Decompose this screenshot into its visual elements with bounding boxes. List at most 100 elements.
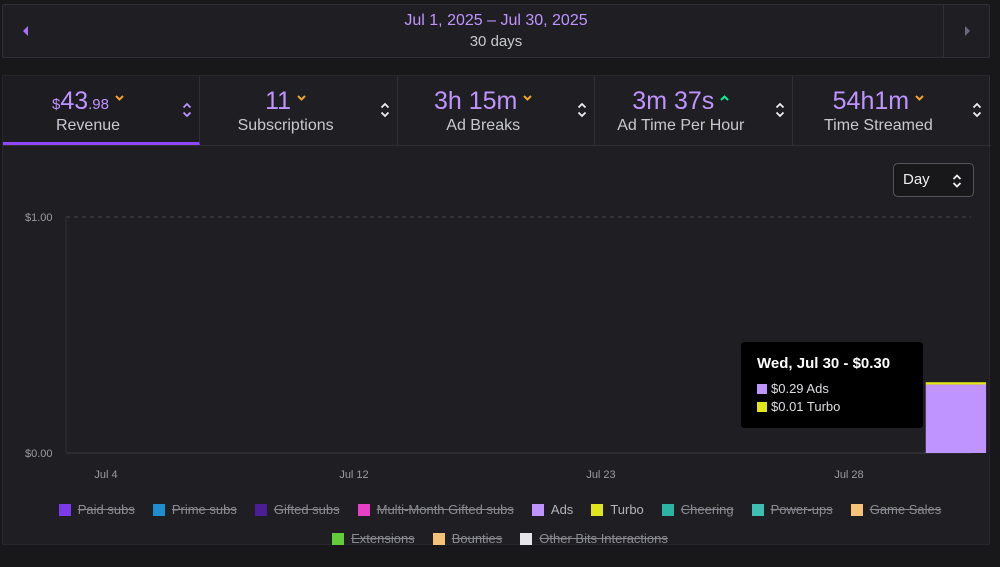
- tab-revenue[interactable]: $43.98 Revenue: [3, 76, 200, 145]
- legend-item-cheering[interactable]: Cheering: [661, 501, 734, 519]
- chevron-right-icon: [964, 26, 970, 36]
- legend-swatch: [591, 504, 604, 516]
- sort-arrows-icon: [182, 102, 192, 118]
- date-range-days: 30 days: [469, 33, 523, 50]
- y-tick-label: $0.00: [25, 448, 53, 460]
- legend-label: Extensions: [351, 531, 415, 546]
- metric-value: $43.98: [3, 87, 173, 119]
- metric-main-value: 3m 37s: [632, 87, 715, 115]
- x-tick-label: Jul 28: [834, 469, 863, 481]
- metric-value: 3h 15m: [398, 87, 568, 115]
- bar-turbo[interactable]: [925, 382, 987, 385]
- tab-ad-breaks[interactable]: 3h 15m Ad Breaks: [398, 76, 596, 145]
- legend-item-power-ups[interactable]: Power-ups: [751, 501, 833, 519]
- legend-swatch: [520, 533, 533, 545]
- metric-currency: $: [51, 96, 61, 113]
- date-range-display: Jul 1, 2025 – Jul 30, 2025 30 days: [49, 11, 943, 52]
- legend-item-extensions[interactable]: Extensions: [332, 530, 415, 548]
- legend-label: Multi-Month Gifted subs: [376, 502, 514, 517]
- legend-swatch: [531, 504, 544, 516]
- legend-swatch: [661, 504, 674, 516]
- legend-item-other-bits-interactions[interactable]: Other Bits Interactions: [520, 530, 668, 548]
- x-tick-label: Jul 23: [586, 469, 615, 481]
- legend-item-gifted-subs[interactable]: Gifted subs: [254, 501, 340, 519]
- metric-label: Ad Time Per Hour: [617, 117, 745, 134]
- trend-down-icon: [297, 95, 306, 101]
- metric-tabs: $43.98 Revenue 11 Subscriptions 3h 15m Ad Bre…: [3, 76, 991, 146]
- previous-period-button[interactable]: [3, 5, 49, 57]
- legend-label: Paid subs: [77, 502, 135, 517]
- tooltip-title: Wed, Jul 30 - $0.30: [757, 355, 891, 372]
- revenue-chart: $1.00 $0.00 Jul 4 Jul 12 Jul 23 Jul 28: [25, 212, 987, 481]
- next-period-button[interactable]: [943, 5, 989, 57]
- legend-swatch: [850, 504, 863, 516]
- tooltip-row-text: $0.01 Turbo: [771, 399, 841, 414]
- metric-value: 54h1m: [793, 87, 963, 115]
- tooltip-row: $0.29 Ads: [757, 380, 907, 398]
- metric-main-value: 54h1m: [832, 87, 910, 115]
- legend-row: Extensions Bounties Other Bits Interaction…: [0, 530, 1000, 548]
- metric-main-value: 11: [265, 87, 292, 115]
- legend-swatch: [332, 533, 345, 545]
- legend-swatch: [58, 504, 71, 516]
- legend-label: Ads: [550, 502, 574, 517]
- legend-label: Gifted subs: [273, 502, 340, 517]
- metric-label: Ad Breaks: [446, 117, 521, 134]
- metric-label: Subscriptions: [237, 117, 334, 134]
- metric-label: Revenue: [55, 117, 121, 134]
- chart-tooltip: Wed, Jul 30 - $0.30 $0.29 Ads $0.01 Turb…: [741, 342, 923, 428]
- legend-swatch: [357, 504, 370, 516]
- x-tick-label: Jul 4: [94, 469, 117, 481]
- metric-value: 3m 37s: [596, 87, 766, 115]
- y-tick-label: $1.00: [25, 212, 53, 224]
- chevron-left-icon: [23, 26, 28, 36]
- metric-label: Time Streamed: [824, 117, 933, 134]
- legend-swatch: [152, 504, 165, 516]
- tab-ad-time-per-hour[interactable]: 3m 37s Ad Time Per Hour: [596, 76, 793, 145]
- legend-row: Paid subs Prime subs Gifted subs Multi-Mont…: [0, 501, 1000, 519]
- legend-item-prime-subs[interactable]: Prime subs: [152, 501, 237, 519]
- legend-label: Power-ups: [770, 502, 833, 517]
- legend-item-game-sales[interactable]: Game Sales: [850, 501, 942, 519]
- legend-swatch: [751, 504, 764, 516]
- legend-item-turbo[interactable]: Turbo: [591, 501, 644, 519]
- metric-main-value: 3h 15m: [433, 87, 518, 115]
- trend-down-icon: [115, 95, 124, 101]
- sort-arrows-icon: [775, 102, 784, 118]
- legend-label: Game Sales: [869, 502, 942, 517]
- trend-up-icon: [720, 95, 729, 101]
- legend-swatch: [254, 504, 267, 516]
- legend-item-ads[interactable]: Ads: [531, 501, 574, 519]
- interval-select-value: Day: [903, 171, 930, 188]
- trend-down-icon: [523, 95, 533, 101]
- tooltip-row: $0.01 Turbo: [757, 398, 907, 416]
- legend-item-multi-month-gifted-subs[interactable]: Multi-Month Gifted subs: [357, 501, 514, 519]
- tooltip-swatch: [757, 384, 767, 394]
- legend-label: Bounties: [451, 531, 503, 546]
- legend-label: Prime subs: [171, 502, 237, 517]
- stats-card: $43.98 Revenue 11 Subscriptions 3h 15m Ad Bre…: [2, 75, 991, 545]
- chart-legend: Paid subs Prime subs Gifted subs Multi-Mont…: [0, 497, 1000, 557]
- legend-label: Turbo: [610, 502, 644, 517]
- select-arrows-icon: [952, 174, 962, 188]
- tooltip-swatch: [757, 402, 767, 412]
- trend-down-icon: [915, 95, 924, 101]
- legend-item-paid-subs[interactable]: Paid subs: [58, 501, 135, 519]
- tab-subscriptions[interactable]: 11 Subscriptions: [201, 76, 398, 145]
- sort-arrows-icon: [973, 102, 982, 118]
- legend-label: Cheering: [680, 502, 734, 517]
- tab-time-streamed[interactable]: 54h1m Time Streamed: [793, 76, 991, 145]
- sort-arrows-icon: [578, 102, 587, 118]
- metric-cents: .98: [88, 96, 109, 113]
- date-range-bar: Jul 1, 2025 – Jul 30, 2025 30 days: [2, 4, 990, 58]
- interval-select[interactable]: Day: [893, 163, 974, 197]
- metric-value: 11: [201, 87, 371, 115]
- legend-label: Other Bits Interactions: [539, 531, 668, 546]
- tooltip-row-text: $0.29 Ads: [771, 381, 829, 396]
- legend-item-bounties[interactable]: Bounties: [432, 530, 503, 548]
- x-tick-label: Jul 12: [339, 469, 368, 481]
- legend-swatch: [432, 533, 445, 545]
- bar-ads[interactable]: [925, 384, 987, 453]
- sort-arrows-icon: [380, 102, 389, 118]
- metric-main-value: 43: [60, 87, 89, 115]
